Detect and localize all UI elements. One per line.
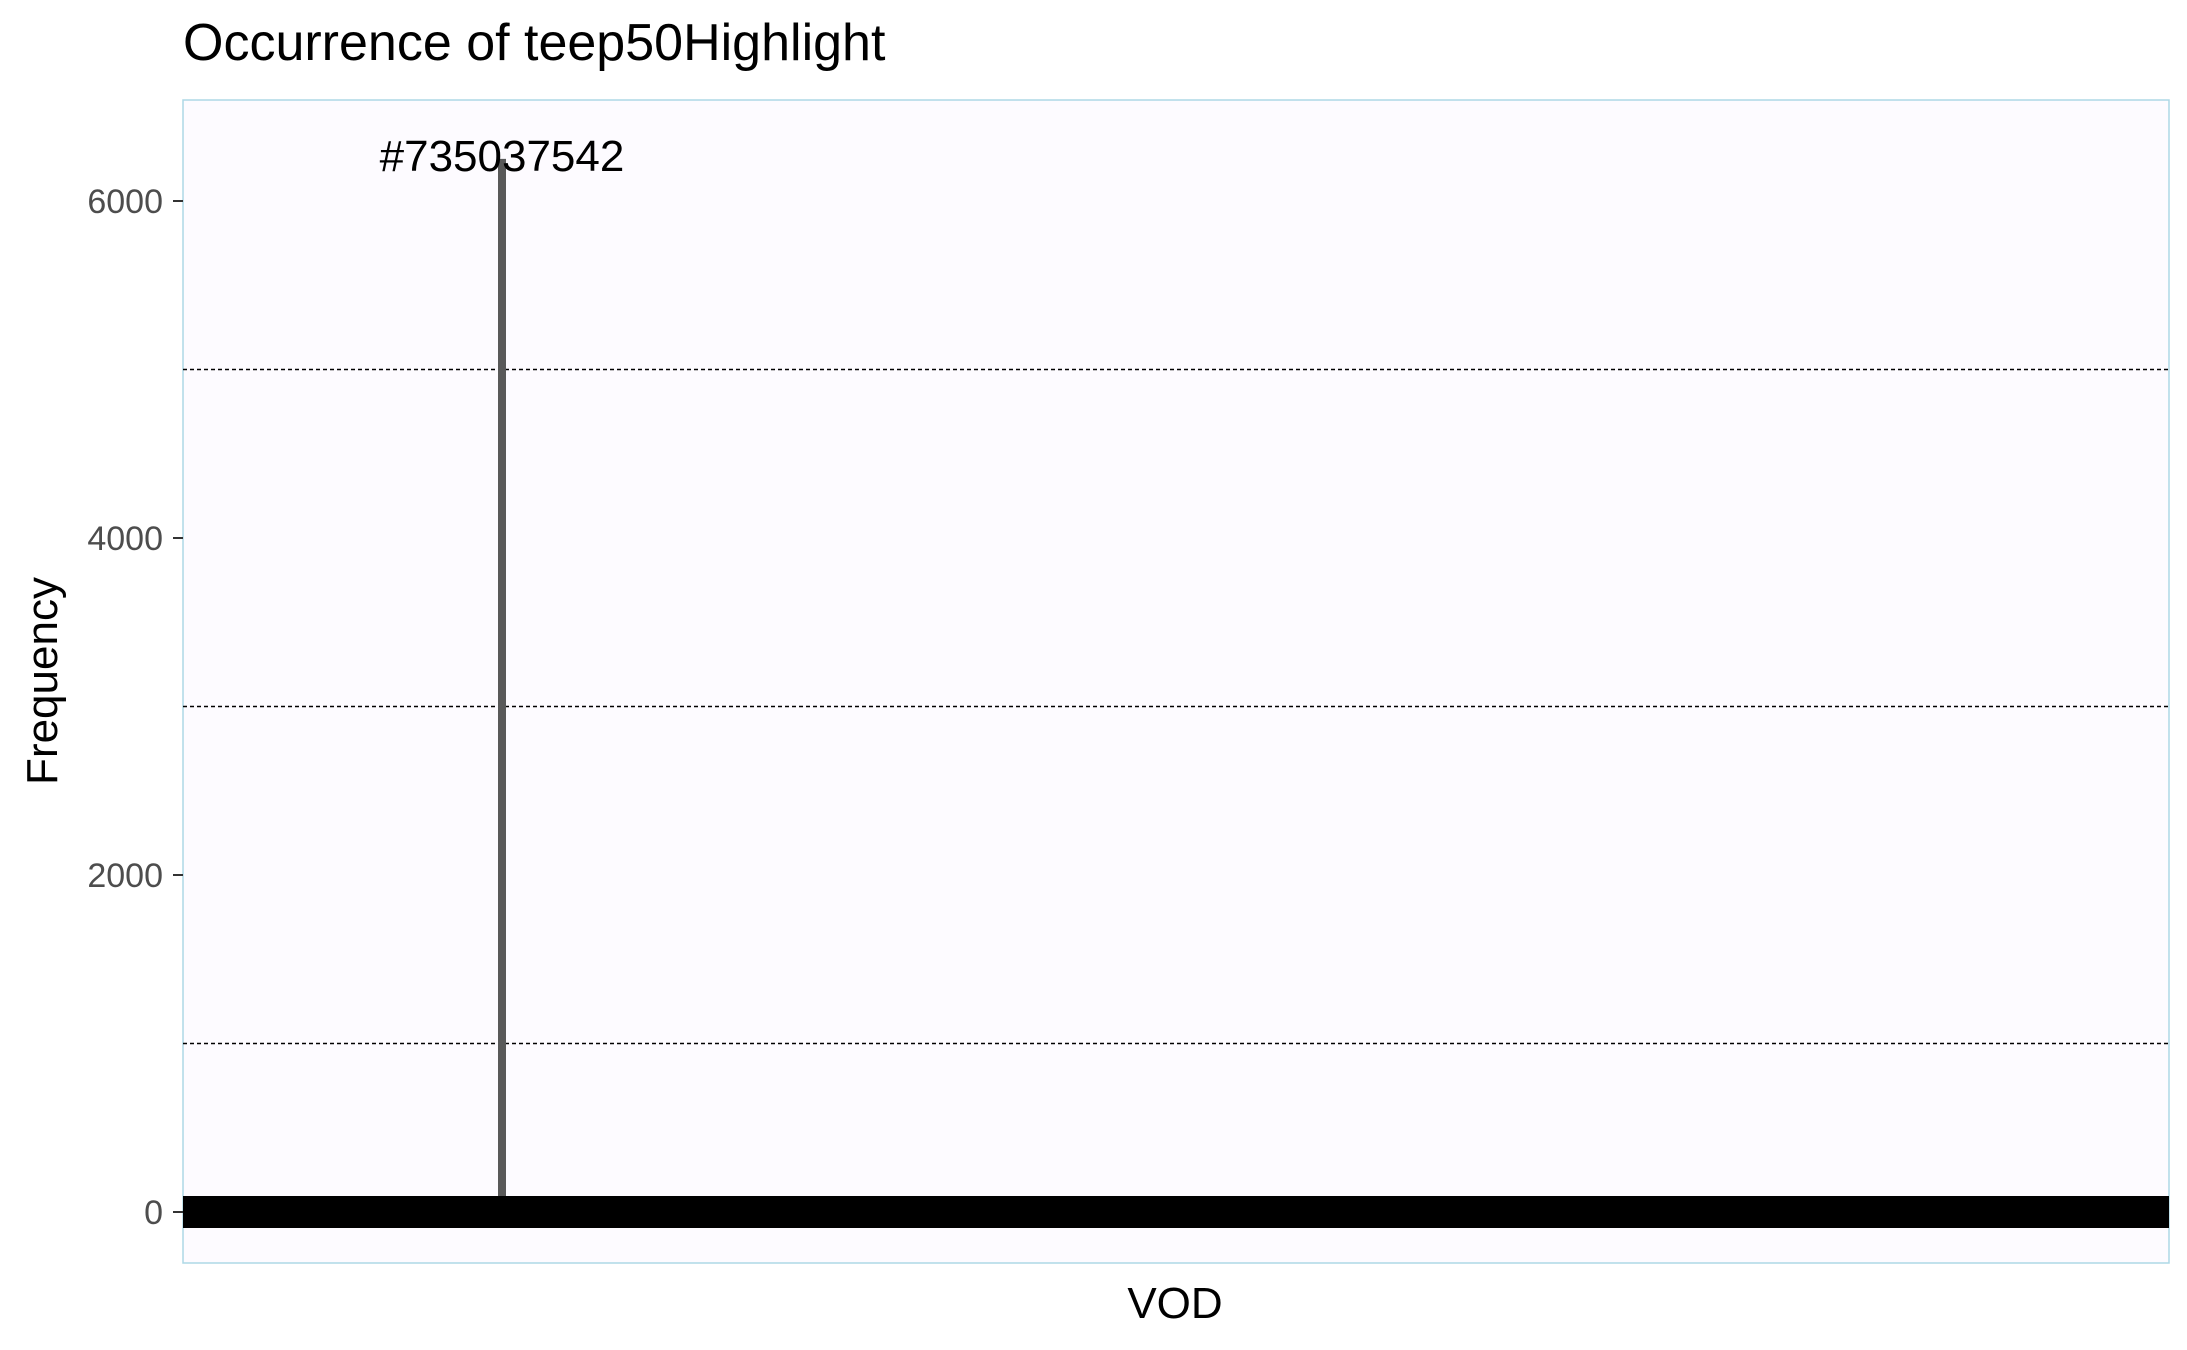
annotations: #735037542 bbox=[380, 132, 625, 181]
bars bbox=[498, 158, 506, 1196]
baseline-bars bbox=[183, 1196, 2169, 1228]
x-axis-title: VOD bbox=[1127, 1279, 1222, 1328]
y-tick-label: 4000 bbox=[87, 520, 163, 558]
dashed-gridlines bbox=[183, 368, 2169, 1045]
y-tick-label: 6000 bbox=[87, 183, 163, 221]
y-axis-title: Frequency bbox=[18, 577, 67, 785]
annotation-label: #735037542 bbox=[380, 132, 625, 181]
chart-title: Occurrence of teep50Highlight bbox=[183, 14, 886, 72]
plot-panel bbox=[182, 99, 2170, 1264]
baseline-bars-band bbox=[183, 1196, 2169, 1228]
highlighted-bar bbox=[498, 158, 506, 1196]
y-tick-label: 2000 bbox=[87, 857, 163, 895]
y-axis-ticks: 0 2000 4000 6000 bbox=[87, 183, 183, 1232]
y-tick-label: 0 bbox=[144, 1194, 163, 1232]
